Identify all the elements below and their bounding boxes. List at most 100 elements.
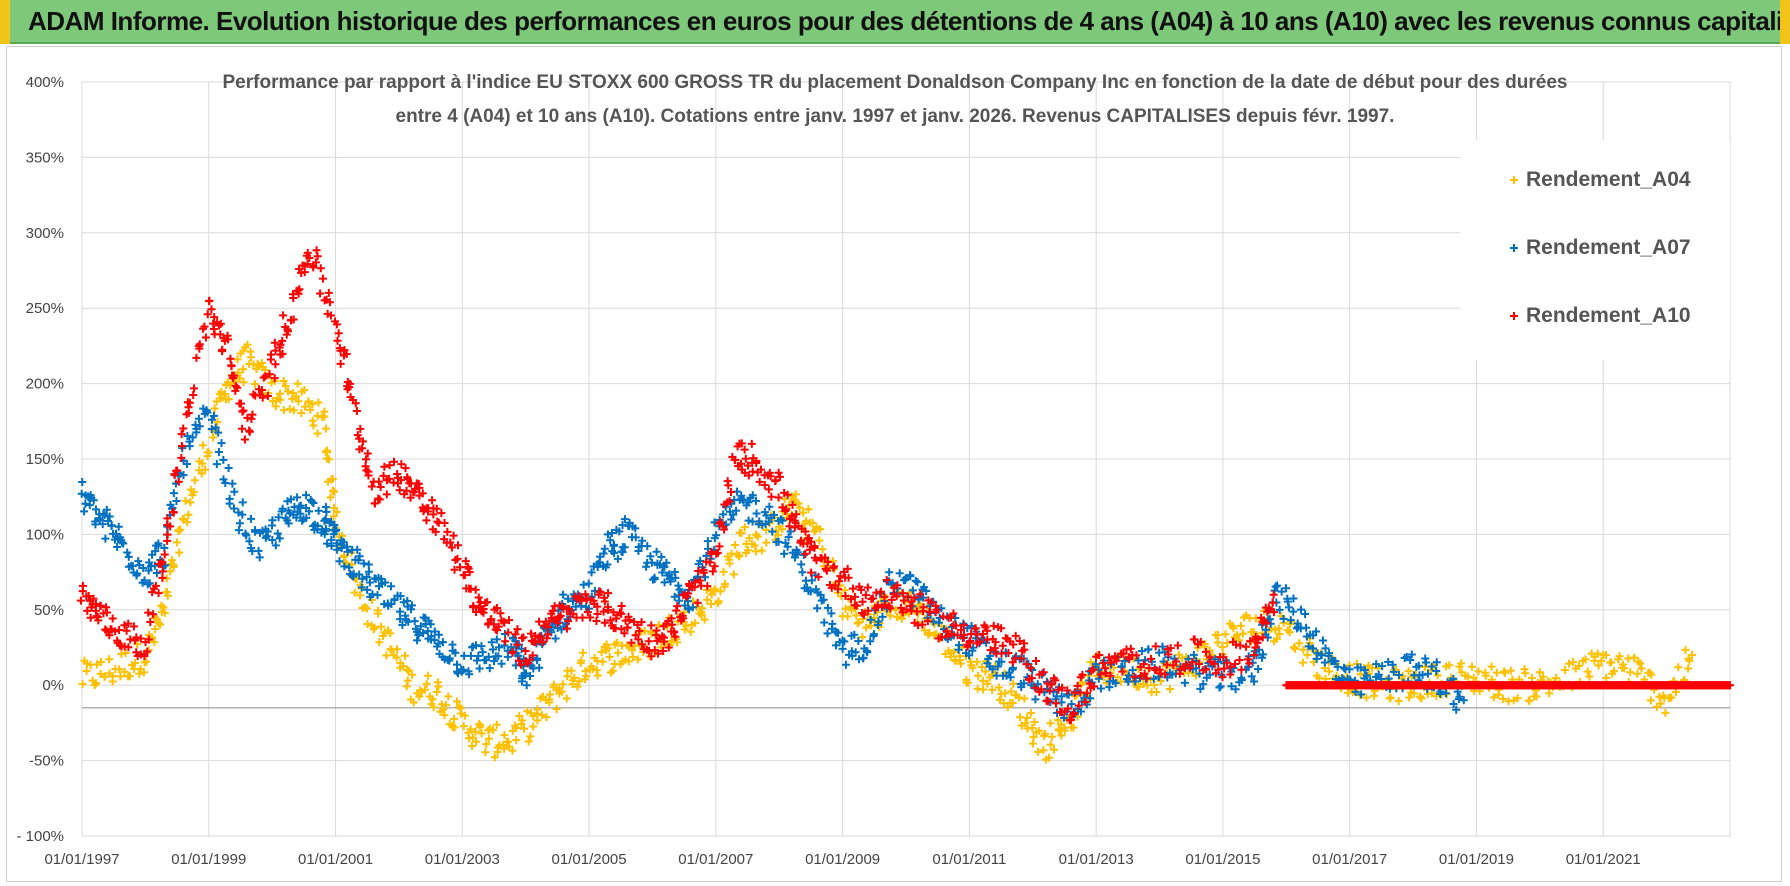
data-point xyxy=(599,549,608,558)
data-point xyxy=(1265,615,1274,624)
data-point xyxy=(1035,726,1044,735)
data-point xyxy=(1118,667,1127,676)
data-point xyxy=(119,539,128,548)
legend: Rendement_A04 Rendement_A07 Rendement_A10 xyxy=(1460,140,1730,360)
data-point xyxy=(1325,649,1334,658)
data-point xyxy=(524,737,533,746)
data-point xyxy=(710,585,719,594)
data-point xyxy=(1223,658,1232,667)
data-point xyxy=(459,722,468,731)
data-point xyxy=(111,627,120,636)
data-point xyxy=(472,737,481,746)
data-point xyxy=(253,360,262,369)
data-point xyxy=(1139,680,1148,689)
data-point xyxy=(163,530,172,539)
data-point xyxy=(691,619,700,628)
data-point xyxy=(451,648,460,657)
data-point xyxy=(1101,669,1110,678)
data-point xyxy=(918,620,927,629)
data-point xyxy=(321,527,330,536)
data-point xyxy=(841,604,850,613)
data-point xyxy=(806,537,815,546)
data-point xyxy=(816,590,825,599)
data-point xyxy=(716,518,725,527)
data-point xyxy=(1404,667,1413,676)
data-point xyxy=(385,461,394,470)
data-point xyxy=(224,464,233,473)
data-point xyxy=(96,601,105,610)
data-point xyxy=(139,668,148,677)
data-point xyxy=(1506,666,1515,675)
data-point xyxy=(1687,651,1696,660)
data-point xyxy=(1321,644,1330,653)
data-point xyxy=(271,346,280,355)
data-point xyxy=(707,599,716,608)
data-point xyxy=(741,454,750,463)
data-point xyxy=(101,534,110,543)
data-point xyxy=(899,596,908,605)
data-point xyxy=(146,618,155,627)
data-point xyxy=(764,485,773,494)
data-point xyxy=(563,672,572,681)
data-point xyxy=(592,617,601,626)
data-point xyxy=(508,746,517,755)
page-title: ADAM Informe. Evolution historique des p… xyxy=(28,6,1790,36)
data-point xyxy=(986,646,995,655)
data-point xyxy=(729,570,738,579)
data-point xyxy=(237,399,246,408)
data-point xyxy=(101,672,110,681)
data-point xyxy=(1498,695,1507,704)
data-point xyxy=(801,549,810,558)
data-point xyxy=(784,533,793,542)
data-point xyxy=(1449,700,1458,709)
data-point xyxy=(293,493,302,502)
x-tick-label: 01/01/2003 xyxy=(425,851,500,868)
data-point xyxy=(1487,662,1496,671)
data-point xyxy=(370,499,379,508)
data-point xyxy=(479,605,488,614)
data-point xyxy=(495,643,504,652)
data-point xyxy=(519,633,528,642)
data-point xyxy=(1474,667,1483,676)
data-point xyxy=(150,638,159,647)
data-point xyxy=(238,424,247,433)
data-point xyxy=(1532,692,1541,701)
data-point xyxy=(668,620,677,629)
data-point xyxy=(238,365,247,374)
data-point xyxy=(1030,718,1039,727)
data-point xyxy=(1009,679,1018,688)
data-point xyxy=(449,531,458,540)
data-point xyxy=(613,554,622,563)
data-point xyxy=(268,536,277,545)
data-point xyxy=(230,504,239,513)
data-point xyxy=(254,546,263,555)
data-point xyxy=(1427,689,1436,698)
data-point xyxy=(1384,657,1393,666)
data-point xyxy=(393,645,402,654)
data-point xyxy=(513,640,522,649)
data-point xyxy=(1290,643,1299,652)
data-point xyxy=(667,636,676,645)
data-point xyxy=(1317,650,1326,659)
data-point xyxy=(1285,628,1294,637)
data-point xyxy=(184,510,193,519)
data-point xyxy=(526,671,535,680)
data-point xyxy=(108,614,117,623)
data-point xyxy=(947,629,956,638)
data-point xyxy=(179,471,188,480)
data-point xyxy=(1501,668,1510,677)
data-point xyxy=(1161,670,1170,679)
data-point xyxy=(432,504,441,513)
data-point xyxy=(1096,670,1105,679)
data-point xyxy=(1362,693,1371,702)
data-point xyxy=(1236,621,1245,630)
data-point xyxy=(1661,708,1670,717)
data-point xyxy=(729,510,738,519)
data-point xyxy=(893,613,902,622)
data-point xyxy=(1626,668,1635,677)
data-point xyxy=(723,477,732,486)
data-point xyxy=(952,621,961,630)
data-point xyxy=(631,631,640,640)
data-point xyxy=(183,518,192,527)
data-point xyxy=(843,564,852,573)
